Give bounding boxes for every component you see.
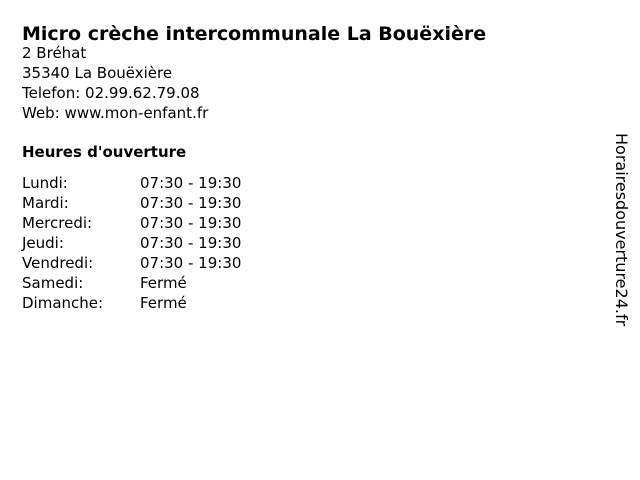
business-title: Micro crèche intercommunale La Bouëxière <box>22 22 487 45</box>
web-label: Web: <box>22 104 60 122</box>
phone-label: Telefon: <box>22 84 81 102</box>
hours-value: 07:30 - 19:30 <box>140 194 242 212</box>
address-city: 35340 La Bouëxière <box>22 64 173 82</box>
website-url[interactable]: www.mon-enfant.fr <box>64 104 209 122</box>
hours-value: 07:30 - 19:30 <box>140 174 242 192</box>
hours-row-saturday: Samedi: Fermé <box>22 273 241 293</box>
hours-value: 07:30 - 19:30 <box>140 254 242 272</box>
opening-hours-heading: Heures d'ouverture <box>22 143 187 161</box>
hours-row-thursday: Jeudi: 07:30 - 19:30 <box>22 233 241 253</box>
day-label: Mercredi: <box>22 214 93 232</box>
hours-value: 07:30 - 19:30 <box>140 214 242 232</box>
address-block: 2 Bréhat 35340 La Bouëxière Telefon: 02.… <box>22 43 208 123</box>
day-label: Dimanche: <box>22 294 104 312</box>
day-label: Jeudi: <box>22 234 64 252</box>
hours-value: Fermé <box>140 274 187 292</box>
hours-row-friday: Vendredi: 07:30 - 19:30 <box>22 253 241 273</box>
web-line: Web: www.mon-enfant.fr <box>22 103 208 123</box>
hours-row-tuesday: Mardi: 07:30 - 19:30 <box>22 193 241 213</box>
day-label: Samedi: <box>22 274 84 292</box>
phone-value: 02.99.62.79.08 <box>85 84 200 102</box>
opening-hours-table: Lundi: 07:30 - 19:30 Mardi: 07:30 - 19:3… <box>22 173 241 313</box>
day-label: Lundi: <box>22 174 68 192</box>
hours-row-sunday: Dimanche: Fermé <box>22 293 241 313</box>
day-label: Mardi: <box>22 194 69 212</box>
hours-row-monday: Lundi: 07:30 - 19:30 <box>22 173 241 193</box>
address-street: 2 Bréhat <box>22 44 87 62</box>
day-label: Vendredi: <box>22 254 94 272</box>
hours-row-wednesday: Mercredi: 07:30 - 19:30 <box>22 213 241 233</box>
site-watermark: Horairesdouverture24.fr <box>612 133 631 327</box>
phone-line: Telefon: 02.99.62.79.08 <box>22 83 208 103</box>
hours-value: 07:30 - 19:30 <box>140 234 242 252</box>
hours-value: Fermé <box>140 294 187 312</box>
